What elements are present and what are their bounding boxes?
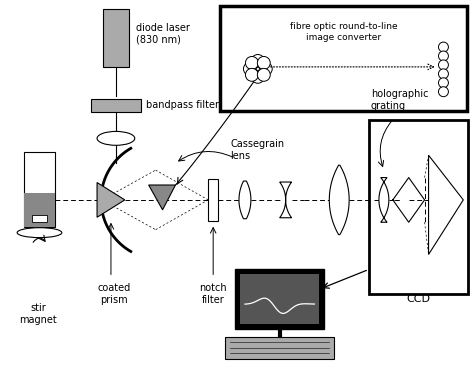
Bar [369,121,468,294]
Circle shape [257,68,270,81]
Bar [24,193,55,227]
Bar [208,179,218,221]
Polygon shape [379,177,389,222]
Circle shape [244,62,256,76]
Bar [103,9,129,67]
Circle shape [251,70,264,83]
Ellipse shape [97,131,135,145]
Text: notch
filter: notch filter [200,283,227,305]
Circle shape [251,54,264,67]
Text: bandpass filter: bandpass filter [146,100,219,110]
Polygon shape [97,183,125,217]
Bar [91,99,141,112]
Bar [220,6,467,110]
Ellipse shape [17,228,62,238]
Text: coated
prism: coated prism [97,283,130,305]
Circle shape [438,78,448,88]
Circle shape [438,60,448,70]
Bar [240,274,319,324]
Circle shape [246,68,258,81]
Circle shape [259,62,272,76]
Text: Cassegrain
lens: Cassegrain lens [230,140,284,161]
Polygon shape [239,181,251,219]
Bar [225,337,334,359]
Text: CCD: CCD [407,294,431,304]
Polygon shape [329,165,349,235]
Bar [32,215,47,222]
Circle shape [438,51,448,61]
Bar [24,152,55,227]
Circle shape [438,69,448,79]
Circle shape [438,42,448,52]
Text: fibre optic round-to-line
image converter: fibre optic round-to-line image converte… [290,22,398,42]
Polygon shape [149,185,175,210]
Bar [235,269,324,329]
Polygon shape [428,155,463,254]
Text: holographic
grating: holographic grating [371,89,428,110]
Circle shape [438,87,448,97]
Circle shape [257,57,270,69]
Circle shape [251,62,264,76]
Polygon shape [280,182,292,218]
Text: stir
magnet: stir magnet [19,303,57,325]
Circle shape [246,57,258,69]
Text: diode laser
(830 nm): diode laser (830 nm) [136,23,190,45]
